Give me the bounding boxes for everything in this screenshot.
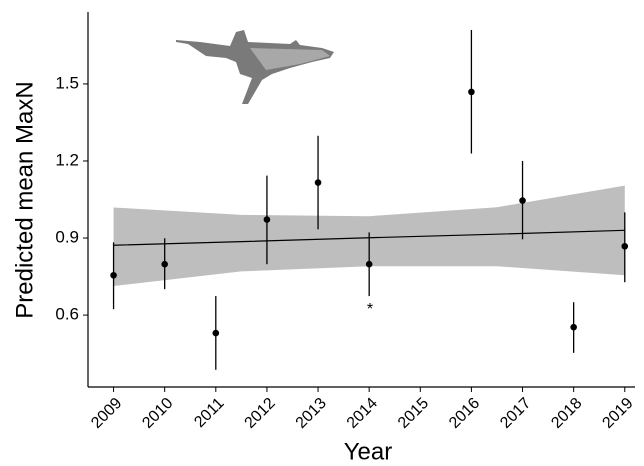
point: [519, 197, 526, 204]
x-tick-label: 2015: [395, 395, 432, 432]
point: [315, 179, 322, 186]
x-tick-label: 2018: [548, 395, 585, 432]
point: [621, 243, 628, 250]
x-tick-label: 2014: [344, 395, 381, 432]
point: [570, 324, 577, 331]
shark-illustration: [176, 30, 334, 104]
x-tick-label: 2013: [293, 395, 330, 432]
x-tick-label: 2017: [497, 395, 534, 432]
y-tick-label: 0.6: [55, 305, 79, 324]
point: [468, 89, 475, 96]
x-tick-label: 2011: [191, 395, 227, 431]
shark-body: [176, 30, 334, 104]
point: [110, 272, 117, 279]
annotation: *: [367, 301, 373, 318]
x-tick-label: 2012: [242, 395, 279, 432]
x-tick-label: 2010: [139, 395, 176, 432]
y-tick-label: 0.9: [55, 228, 79, 247]
x-tick-label: 2009: [88, 395, 125, 432]
point: [161, 261, 168, 268]
x-axis-title: Year: [344, 438, 393, 465]
y-tick-label: 1.2: [55, 150, 79, 169]
point: [264, 216, 271, 223]
x-tick-label: 2016: [446, 395, 483, 432]
y-axis-title: Predicted mean MaxN: [11, 81, 38, 318]
point: [366, 261, 373, 268]
x-tick-label: 2019: [599, 395, 636, 432]
point: [213, 330, 220, 337]
y-tick-label: 1.5: [55, 73, 79, 92]
